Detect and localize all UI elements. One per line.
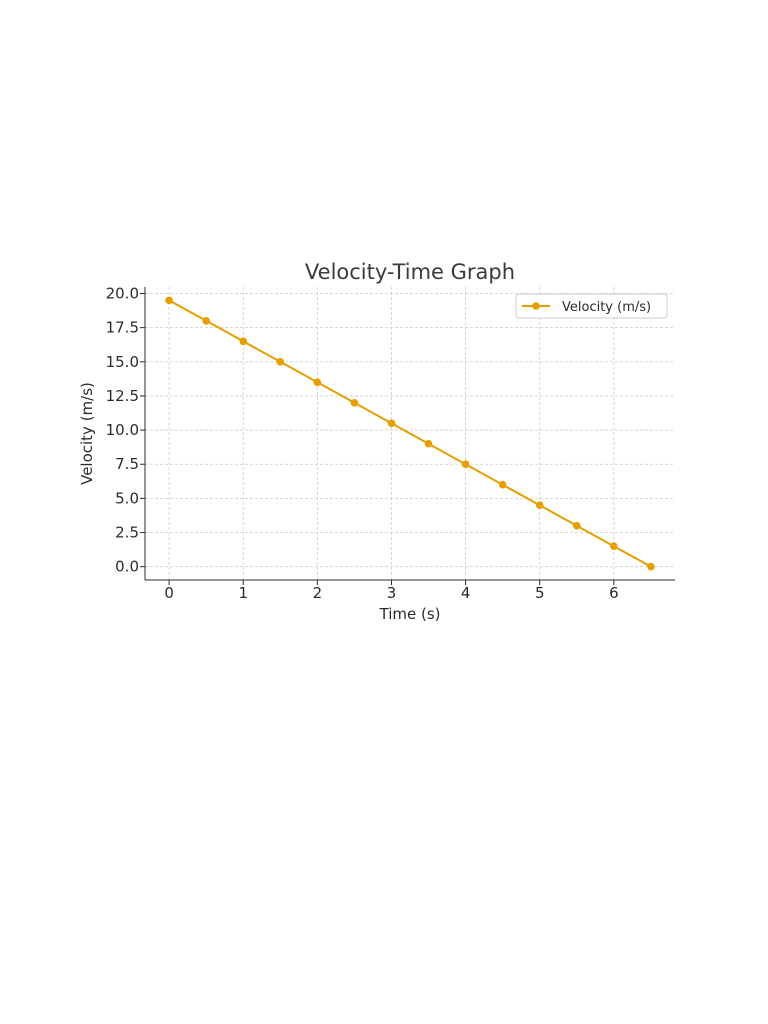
y-tick-label: 20.0 [106,284,139,302]
data-point [572,521,581,530]
data-point [461,460,470,469]
chart-title: Velocity-Time Graph [305,260,515,284]
legend-marker-swatch [532,302,540,310]
x-tick-label: 4 [461,584,471,602]
data-point [387,419,396,428]
data-point [535,501,544,510]
legend: Velocity (m/s) [515,293,668,319]
data-point [239,337,248,346]
y-tick-label: 0.0 [115,558,139,576]
x-tick-label: 0 [164,584,174,602]
series-line-velocity [168,299,652,568]
x-tick-label: 5 [535,584,545,602]
y-tick-label: 17.5 [106,319,139,337]
y-tick-label: 2.5 [115,524,139,542]
legend-box [515,293,668,319]
data-point [350,398,359,407]
x-tick-label: 3 [387,584,397,602]
legend-label-velocity: Velocity (m/s) [562,300,651,315]
data-point [202,317,210,325]
data-point [165,296,173,305]
x-tick-label: 6 [609,584,619,602]
data-point [424,439,433,448]
x-tick-label: 2 [313,584,323,602]
y-tick-label: 10.0 [106,421,139,439]
y-axis-label: Velocity (m/s) [78,382,96,485]
data-point [498,480,507,489]
data-point [647,562,655,571]
ticks: 0 1 2 3 4 5 6 0.0 2.5 5.0 7.5 10.0 12.5 15.0 17.5 20.0 [106,284,619,602]
series-layer [165,296,655,571]
data-point [610,542,618,550]
axes [144,287,675,581]
data-point [276,357,285,366]
y-tick-label: 5.0 [115,489,139,507]
x-tick-label: 1 [238,584,248,602]
y-tick-label: 7.5 [115,455,139,473]
y-tick-label: 15.0 [106,353,139,371]
x-axis-label: Time (s) [379,605,441,623]
grid [145,287,675,580]
y-tick-label: 12.5 [106,387,139,405]
data-point [313,378,322,387]
